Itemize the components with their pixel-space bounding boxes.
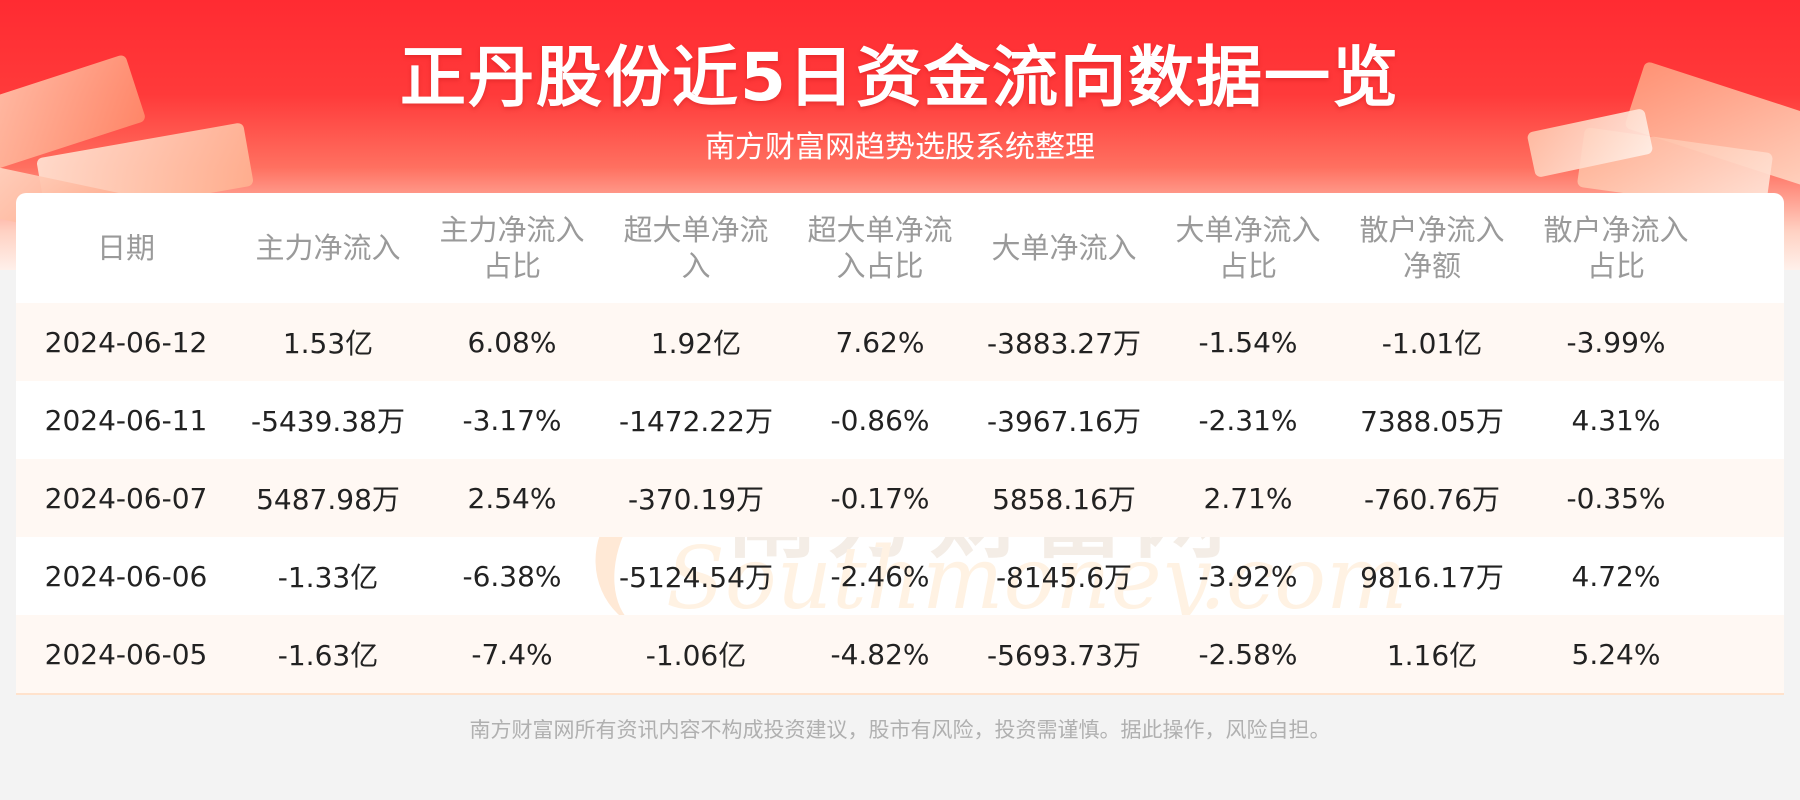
divider: [16, 693, 1784, 695]
value-cell: -2.31%: [1198, 403, 1298, 437]
column-header-line: 占比: [1218, 249, 1277, 283]
table-row: 2024-06-12 1.53亿 6.08% 1.92亿 7.62% -3883.27万 -…: [16, 303, 1784, 381]
page-title: 正丹股份近5日资金流向数据一览: [400, 39, 1400, 116]
value-cell: 6.08%: [467, 325, 557, 359]
value-cell: -7.4%: [471, 637, 553, 671]
column-header-line: 占比: [482, 249, 541, 283]
value-cell: -2.46%: [830, 559, 930, 593]
footer-disclaimer: 南方财富网所有资讯内容不构成投资建议，股市有风险，投资需谨慎。据此操作，风险自担…: [469, 718, 1331, 742]
table-row: 2024-06-07 5487.98万 2.54% -370.19万 -0.17% 585…: [16, 459, 1784, 537]
column-header-line: 大单净流入: [991, 231, 1137, 265]
value-cell: -3883.27万: [987, 327, 1141, 360]
data-table-card: 南方财富网 Southmoney.com 日期主力净流入主力净流入占比超大单净流…: [16, 193, 1784, 693]
date-cell: 2024-06-07: [44, 481, 208, 515]
column-header: 主力净流入 占比: [420, 212, 604, 284]
column-header-line: 散户净流入: [1359, 213, 1505, 247]
column-header-line: 入: [681, 249, 711, 283]
column-header: 散户净流入 占比: [1524, 212, 1708, 284]
value-cell: -1.54%: [1198, 325, 1298, 359]
value-cell: -760.76万: [1363, 483, 1501, 516]
column-header-line: 超大单净流: [623, 213, 769, 247]
column-header-line: 超大单净流: [807, 213, 953, 247]
column-header: 大单净流入 占比: [1156, 212, 1340, 284]
page-subtitle: 南方财富网趋势选股系统整理: [705, 130, 1095, 165]
value-cell: 7388.05万: [1360, 405, 1504, 438]
column-header: 散户净流入 净额: [1340, 212, 1524, 284]
value-cell: -5124.54万: [619, 561, 773, 594]
value-cell: 9816.17万: [1360, 561, 1504, 594]
value-cell: -3.99%: [1566, 325, 1666, 359]
table-header: 日期 主力净流入 主力净流入 占比 超大单净流入超大单净流 入占比 大单净流入 大单净流入 占比…: [16, 193, 1784, 303]
column-header: 超大单净流 入占比: [788, 212, 972, 284]
value-cell: -370.19万: [627, 483, 765, 516]
value-cell: 4.31%: [1571, 403, 1661, 437]
value-cell: -1.63亿: [277, 639, 379, 672]
value-cell: -8145.6万: [995, 561, 1133, 594]
value-cell: -1.06亿: [645, 639, 747, 672]
date-cell: 2024-06-05: [44, 637, 208, 671]
value-cell: 5.24%: [1571, 637, 1661, 671]
value-cell: -0.35%: [1566, 481, 1666, 515]
value-cell: 4.72%: [1571, 559, 1661, 593]
value-cell: -2.58%: [1198, 637, 1298, 671]
value-cell: 1.92亿: [650, 327, 742, 360]
column-header-line: 散户净流入: [1543, 213, 1689, 247]
table-row: 2024-06-11 -5439.38万 -3.17% -1472.22万 -0.86%…: [16, 381, 1784, 459]
value-cell: -1472.22万: [619, 405, 773, 438]
value-cell: -5693.73万: [987, 639, 1141, 672]
value-cell: -3967.16万: [987, 405, 1141, 438]
table-row: 2024-06-06 -1.33亿 -6.38% -5124.54万 -2.46% -81…: [16, 537, 1784, 615]
value-cell: -3.17%: [462, 403, 562, 437]
column-header: 大单净流入: [972, 230, 1156, 266]
value-cell: -5439.38万: [251, 405, 405, 438]
column-header-line: 净额: [1402, 249, 1461, 283]
value-cell: -3.92%: [1198, 559, 1298, 593]
value-cell: -1.33亿: [277, 561, 379, 594]
value-cell: -0.86%: [830, 403, 930, 437]
value-cell: 1.16亿: [1386, 639, 1478, 672]
table-row: 2024-06-05 -1.63亿 -7.4% -1.06亿 -4.82% -5693.7…: [16, 615, 1784, 693]
value-cell: 1.53亿: [282, 327, 374, 360]
value-cell: 5487.98万: [256, 483, 400, 516]
column-header-line: 大单净流入: [1175, 213, 1321, 247]
column-header: 超大单净流入: [604, 212, 788, 284]
table-body: 2024-06-12 1.53亿 6.08% 1.92亿 7.62% -3883.27万 -…: [16, 303, 1784, 693]
column-header-line: 占比: [1586, 249, 1645, 283]
column-header: 日期: [16, 230, 236, 266]
column-header-line: 主力净流入: [439, 213, 585, 247]
column-header: 主力净流入: [236, 230, 420, 266]
column-header-line: 主力净流入: [255, 231, 401, 265]
value-cell: 2.71%: [1203, 481, 1293, 515]
value-cell: 7.62%: [835, 325, 925, 359]
value-cell: 2.54%: [467, 481, 557, 515]
value-cell: -1.01亿: [1381, 327, 1483, 360]
value-cell: -6.38%: [462, 559, 562, 593]
value-cell: -4.82%: [830, 637, 930, 671]
value-cell: 5858.16万: [992, 483, 1136, 516]
date-cell: 2024-06-11: [44, 403, 208, 437]
date-cell: 2024-06-12: [44, 325, 208, 359]
column-header-line: 日期: [96, 231, 155, 265]
value-cell: -0.17%: [830, 481, 930, 515]
column-header-line: 入占比: [836, 249, 924, 283]
date-cell: 2024-06-06: [44, 559, 208, 593]
